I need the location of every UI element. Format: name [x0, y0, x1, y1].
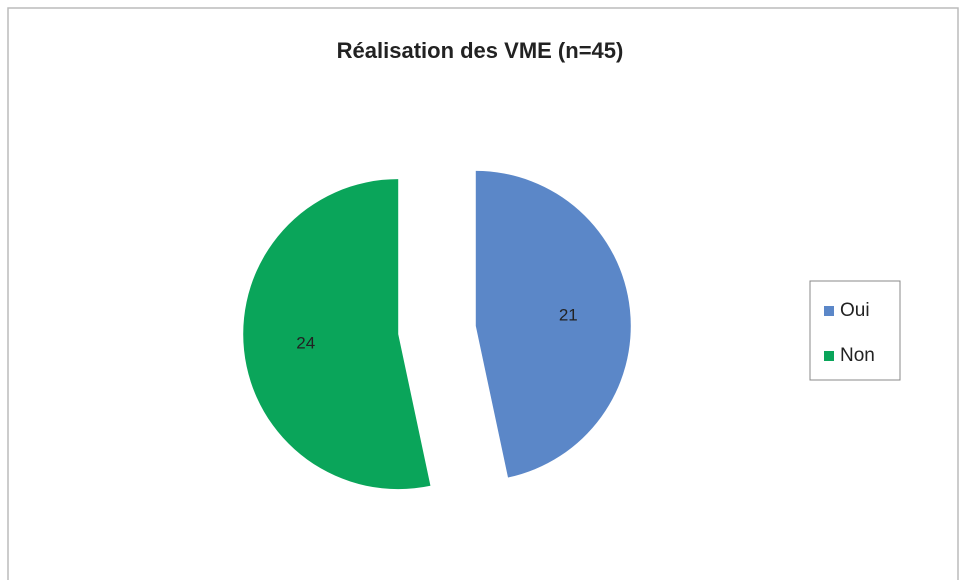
pie-slice [475, 170, 631, 478]
legend-box [809, 280, 901, 381]
data-label: 24 [296, 333, 315, 352]
pie-slice [243, 179, 431, 490]
legend-label: Non [840, 345, 875, 366]
legend-swatch [824, 351, 834, 361]
legend-label: Oui [840, 300, 870, 321]
chart-title: Réalisation des VME (n=45) [337, 38, 624, 63]
legend-swatch [824, 306, 834, 316]
data-label: 21 [559, 306, 578, 325]
